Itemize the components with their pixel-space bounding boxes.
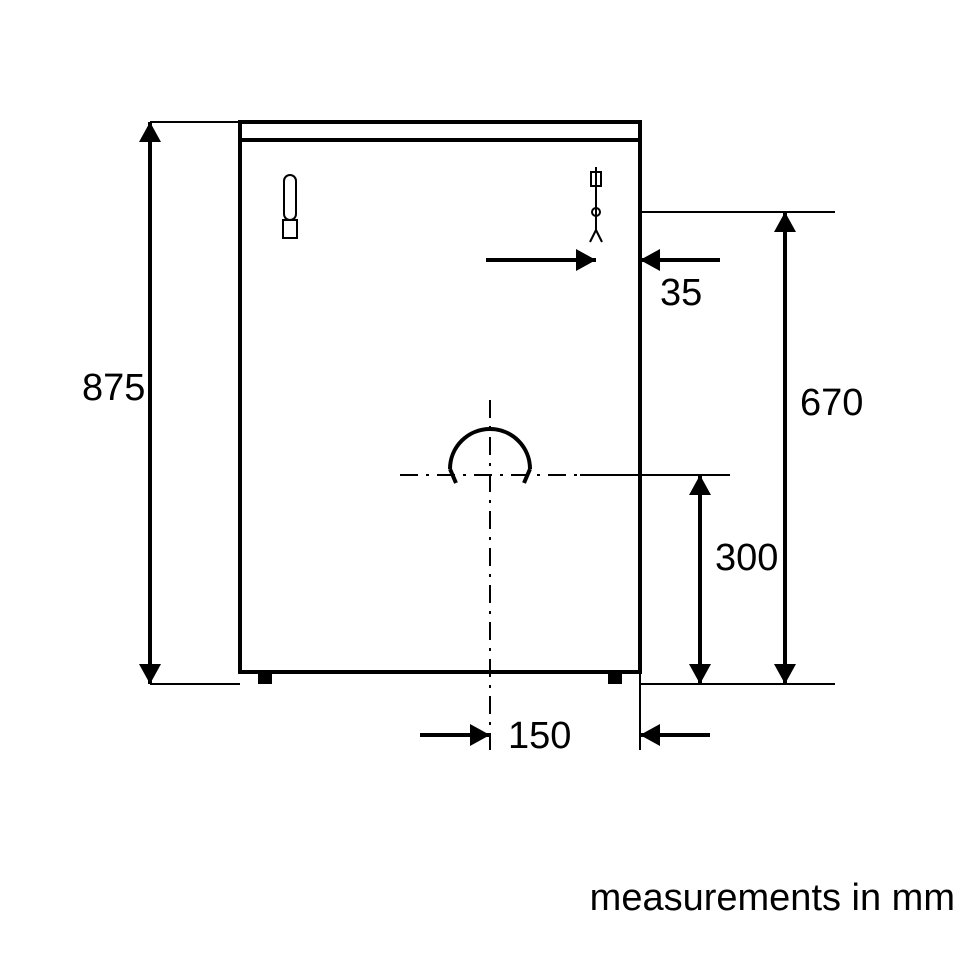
dimension-height-total: 875 <box>82 122 240 684</box>
appliance-outline <box>240 122 640 684</box>
dimension-value: 35 <box>660 272 702 314</box>
dimension-diagram: 875 670 300 150 35 measurements in mm <box>0 0 960 960</box>
swing-center-icon <box>400 400 580 750</box>
dimension-hinge-inset: 35 <box>486 122 720 314</box>
dimension-value: 150 <box>508 715 571 757</box>
units-label: measurements in mm <box>590 877 955 919</box>
dimension-value: 670 <box>800 382 863 424</box>
hinge-icon <box>590 167 602 242</box>
handle-icon <box>283 175 297 238</box>
dimension-handle-height: 300 <box>580 475 778 684</box>
dimension-value: 875 <box>82 367 145 409</box>
dimension-value: 300 <box>715 537 778 579</box>
